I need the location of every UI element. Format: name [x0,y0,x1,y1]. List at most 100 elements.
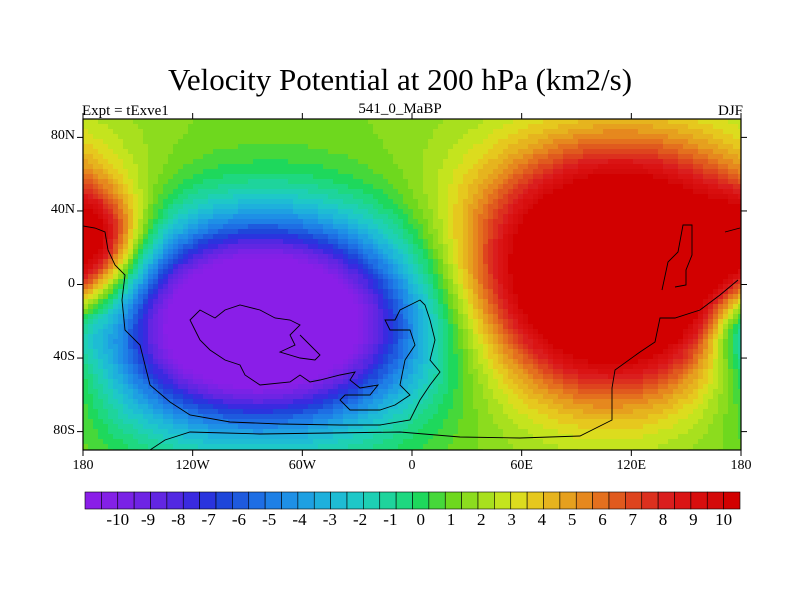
field-cell [183,229,189,235]
field-cell [418,384,424,390]
field-cell [288,144,294,150]
field-cell [103,319,109,325]
field-cell [453,199,459,205]
field-cell [198,164,204,170]
field-cell [178,329,184,335]
field-cell [368,314,374,320]
field-cell [198,144,204,150]
field-cell [358,409,364,415]
field-cell [293,304,299,310]
field-cell [448,299,454,305]
field-cell [343,139,349,145]
field-cell [253,229,259,235]
field-cell [413,189,419,195]
field-cell [358,139,364,145]
field-cell [248,194,254,200]
field-cell [218,134,224,140]
field-cell [318,304,324,310]
field-cell [193,289,199,295]
field-cell [103,159,109,165]
field-cell [318,134,324,140]
field-cell [413,284,419,290]
field-cell [363,159,369,165]
field-cell [258,249,264,255]
field-cell [88,274,94,280]
field-cell [328,249,334,255]
field-cell [293,314,299,320]
field-cell [103,179,109,185]
field-cell [263,374,269,380]
field-cell [363,149,369,155]
field-cell [393,149,399,155]
field-cell [438,154,444,160]
field-cell [193,444,199,450]
field-cell [178,159,184,165]
field-cell [183,414,189,420]
field-cell [418,169,424,175]
field-cell [108,444,114,450]
field-cell [413,339,419,345]
field-cell [183,239,189,245]
field-cell [208,329,214,335]
field-cell [103,219,109,225]
field-cell [258,154,264,160]
field-cell [413,304,419,310]
field-cell [198,289,204,295]
field-cell [188,294,194,300]
field-cell [88,424,94,430]
field-cell [203,139,209,145]
field-cell [278,124,284,130]
field-cell [333,224,339,230]
field-cell [158,339,164,345]
field-cell [263,344,269,350]
field-cell [83,369,89,375]
field-cell [438,139,444,145]
field-cell [448,214,454,220]
field-cell [383,234,389,240]
field-cell [103,429,109,435]
field-cell [353,214,359,220]
field-cell [253,274,259,280]
field-cell [338,274,344,280]
field-cell [103,129,109,135]
field-cell [443,439,449,445]
field-cell [243,259,249,265]
field-cell [323,429,329,435]
field-cell [178,379,184,385]
field-cell [263,364,269,370]
field-cell [153,164,159,170]
field-cell [83,394,89,400]
field-cell [338,339,344,345]
field-cell [288,284,294,290]
field-cell [343,304,349,310]
field-cell [93,159,99,165]
field-cell [348,144,354,150]
field-cell [378,249,384,255]
field-cell [233,204,239,210]
field-cell [98,344,104,350]
field-cell [168,349,174,355]
field-cell [298,264,304,270]
field-cell [443,149,449,155]
field-cell [148,399,154,405]
field-cell [148,244,154,250]
field-cell [283,144,289,150]
field-cell [438,254,444,260]
field-cell [83,274,89,280]
field-cell [163,434,169,440]
field-cell [298,214,304,220]
field-cell [168,404,174,410]
field-cell [203,149,209,155]
field-cell [93,279,99,285]
field-cell [203,189,209,195]
field-cell [163,414,169,420]
field-cell [218,249,224,255]
field-cell [408,279,414,285]
field-cell [293,334,299,340]
field-cell [373,119,379,125]
field-cell [418,224,424,230]
field-cell [223,129,229,135]
field-cell [343,154,349,160]
field-cell [368,354,374,360]
